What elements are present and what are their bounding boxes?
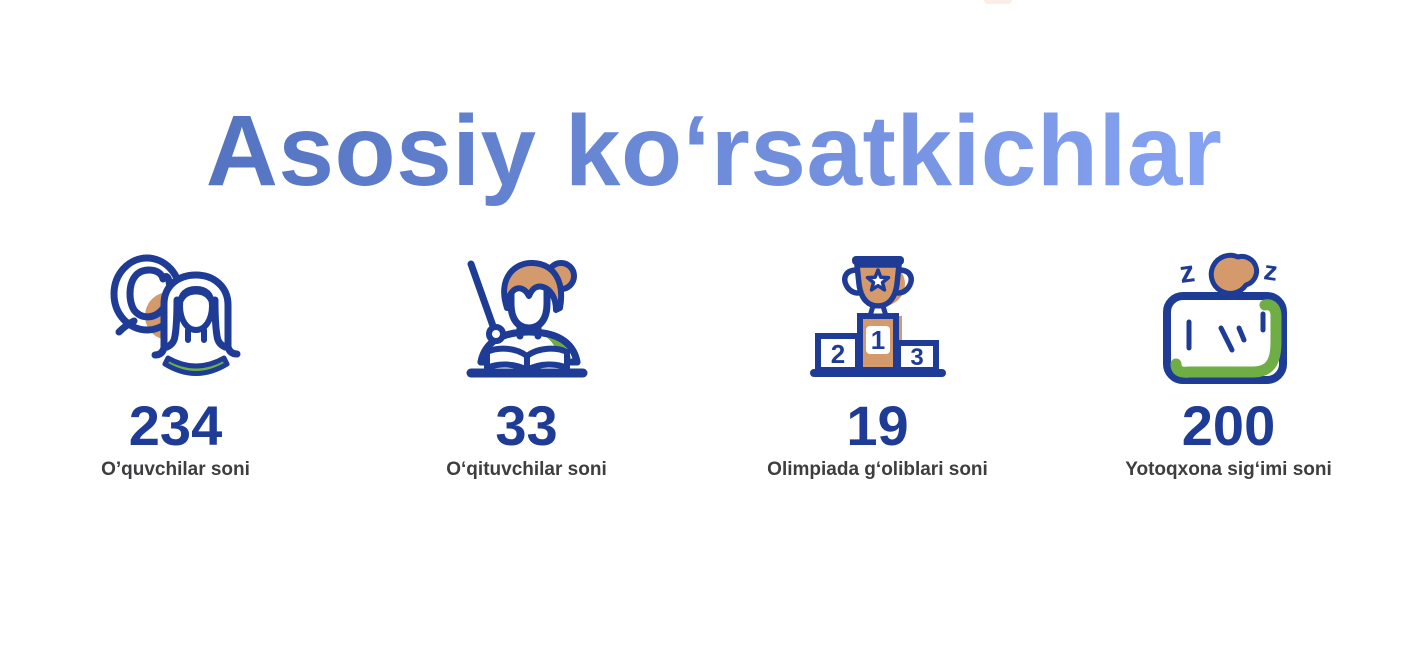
page-title: Asosiy ko‘rsatkichlar	[205, 95, 1223, 207]
students-label: O’quvchilar soni	[101, 459, 250, 480]
podium-rank-1: 1	[870, 325, 884, 355]
olympiad-count: 19	[846, 394, 909, 457]
podium-rank-3: 3	[910, 344, 923, 371]
students-icon	[110, 254, 240, 376]
teachers-count: 33	[495, 394, 558, 457]
stat-card-teachers: 33 O‘qituvchilar soni	[351, 244, 702, 481]
dormitory-pillow-icon: z z	[1162, 252, 1287, 384]
sleep-z-left: z	[1177, 255, 1196, 290]
key-indicators-row: 234 O’quvchilar soni 33 O‘qituvchilar so…	[0, 244, 1404, 481]
cropped-edge-artifact	[984, 0, 1012, 4]
stat-card-dormitory: z z 200 Yotoqxona sig‘imi soni	[1053, 244, 1404, 481]
teacher-icon	[466, 260, 587, 378]
podium-rank-2: 2	[830, 339, 844, 369]
sleep-z-right: z	[1262, 255, 1280, 287]
olympiad-label: Olimpiada g‘oliblari soni	[767, 459, 988, 480]
olympiad-podium-icon: 2 1 3	[809, 256, 946, 377]
students-count: 234	[128, 394, 223, 457]
dormitory-count: 200	[1181, 394, 1276, 457]
dormitory-label: Yotoqxona sig‘imi soni	[1125, 459, 1332, 480]
teachers-label: O‘qituvchilar soni	[446, 459, 607, 480]
stat-card-olympiad: 2 1 3 19 Olimpiada g‘oliblari soni	[702, 244, 1053, 481]
stat-card-students: 234 O’quvchilar soni	[0, 244, 351, 481]
